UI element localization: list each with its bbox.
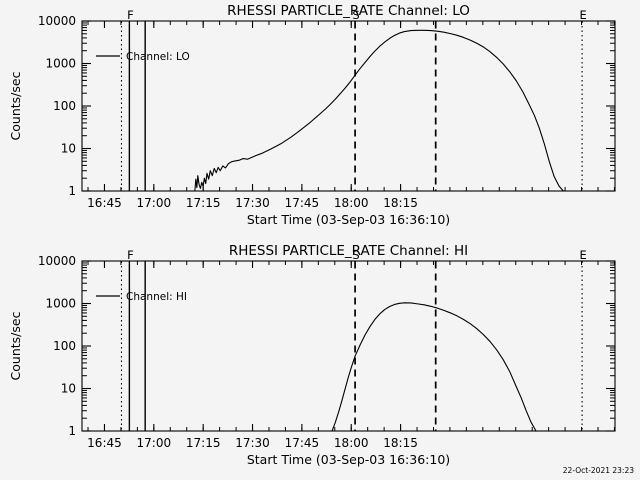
y-tick-label: 1000 bbox=[45, 57, 76, 71]
plot-svg-lo: 1 10 100 1000 10000 16:45 17:00 17:15 17:30 17:45… bbox=[8, 3, 616, 227]
x-tick-label: 17:30 bbox=[235, 436, 270, 450]
y-axis-lo: 1 10 100 1000 10000 bbox=[38, 14, 615, 198]
y-tick-label: 10000 bbox=[38, 14, 76, 28]
plot-area-hi: 1 10 100 1000 10000 16:45 17:00 17:15 17:30 17:45… bbox=[38, 254, 616, 450]
x-axis-hi: 16:45 17:00 17:15 17:30 17:45 18:00 18:15 bbox=[87, 261, 615, 450]
reference-lines-hi bbox=[120, 261, 583, 431]
marker-label-F: F bbox=[127, 8, 134, 22]
x-tick-label: 18:00 bbox=[334, 436, 369, 450]
y-tick-label: 1 bbox=[68, 184, 76, 198]
marker-label-F: F bbox=[127, 248, 134, 262]
y-tick-label: 100 bbox=[53, 99, 76, 113]
y-tick-label: 10 bbox=[61, 142, 76, 156]
legend-entry-label: Channel: HI bbox=[126, 291, 187, 303]
plot-area-lo: 1 10 100 1000 10000 16:45 17:00 17:15 17:30 17:45… bbox=[38, 14, 616, 210]
x-tick-label: 17:00 bbox=[137, 196, 172, 210]
plot-svg-hi: 1 10 100 1000 10000 16:45 17:00 17:15 17:30 17:45… bbox=[8, 243, 634, 475]
x-tick-label: 16:45 bbox=[87, 436, 122, 450]
data-series-channel-hi bbox=[331, 302, 537, 432]
x-tick-label: 17:15 bbox=[186, 196, 221, 210]
x-tick-label: 18:15 bbox=[383, 436, 418, 450]
x-tick-label: 17:30 bbox=[235, 196, 270, 210]
y-axis-hi: 1 10 100 1000 10000 bbox=[38, 254, 615, 438]
marker-label-E: E bbox=[579, 248, 586, 262]
plot-frame-hi bbox=[81, 260, 616, 432]
x-tick-label: 17:45 bbox=[285, 196, 320, 210]
plot-title-lo: RHESSI PARTICLE_RATE Channel: LO bbox=[227, 3, 470, 19]
y-tick-label: 1000 bbox=[45, 297, 76, 311]
x-tick-label: 17:45 bbox=[285, 436, 320, 450]
plot-frame-lo bbox=[81, 20, 616, 192]
y-tick-label: 10 bbox=[61, 382, 76, 396]
x-tick-label: 18:15 bbox=[383, 196, 418, 210]
y-tick-label: 100 bbox=[53, 339, 76, 353]
y-tick-label: 10000 bbox=[38, 254, 76, 268]
reference-lines-lo bbox=[120, 21, 583, 191]
x-tick-label: 18:00 bbox=[334, 196, 369, 210]
legend-entry-label: Channel: LO bbox=[126, 51, 190, 63]
plot-title-hi: RHESSI PARTICLE_RATE Channel: HI bbox=[229, 243, 468, 259]
plot-panel-hi: 1 10 100 1000 10000 16:45 17:00 17:15 17:30 17:45… bbox=[0, 240, 640, 480]
x-axis-label-lo: Start Time (03-Sep-03 16:36:10) bbox=[247, 212, 450, 227]
marker-label-S: S bbox=[352, 8, 359, 22]
legend-hi: Channel: HI bbox=[96, 291, 187, 303]
x-tick-label: 17:00 bbox=[137, 436, 172, 450]
x-tick-label: 16:45 bbox=[87, 196, 122, 210]
x-axis-label-hi: Start Time (03-Sep-03 16:36:10) bbox=[247, 452, 450, 467]
data-series-channel-lo bbox=[194, 29, 564, 192]
marker-label-S: S bbox=[352, 248, 359, 262]
legend-lo: Channel: LO bbox=[96, 51, 190, 63]
y-tick-label: 1 bbox=[68, 424, 76, 438]
y-axis-label-lo: Counts/sec bbox=[8, 71, 23, 140]
plot-panel-lo: 1 10 100 1000 10000 16:45 17:00 17:15 17:30 17:45… bbox=[8, 3, 616, 227]
x-axis-lo: 16:45 17:00 17:15 17:30 17:45 18:00 18:15 bbox=[87, 21, 615, 210]
x-tick-label: 17:15 bbox=[186, 436, 221, 450]
marker-label-E: E bbox=[579, 8, 586, 22]
render-timestamp: 22-Oct-2021 23:23 bbox=[563, 466, 634, 475]
y-axis-label-hi: Counts/sec bbox=[8, 311, 23, 380]
